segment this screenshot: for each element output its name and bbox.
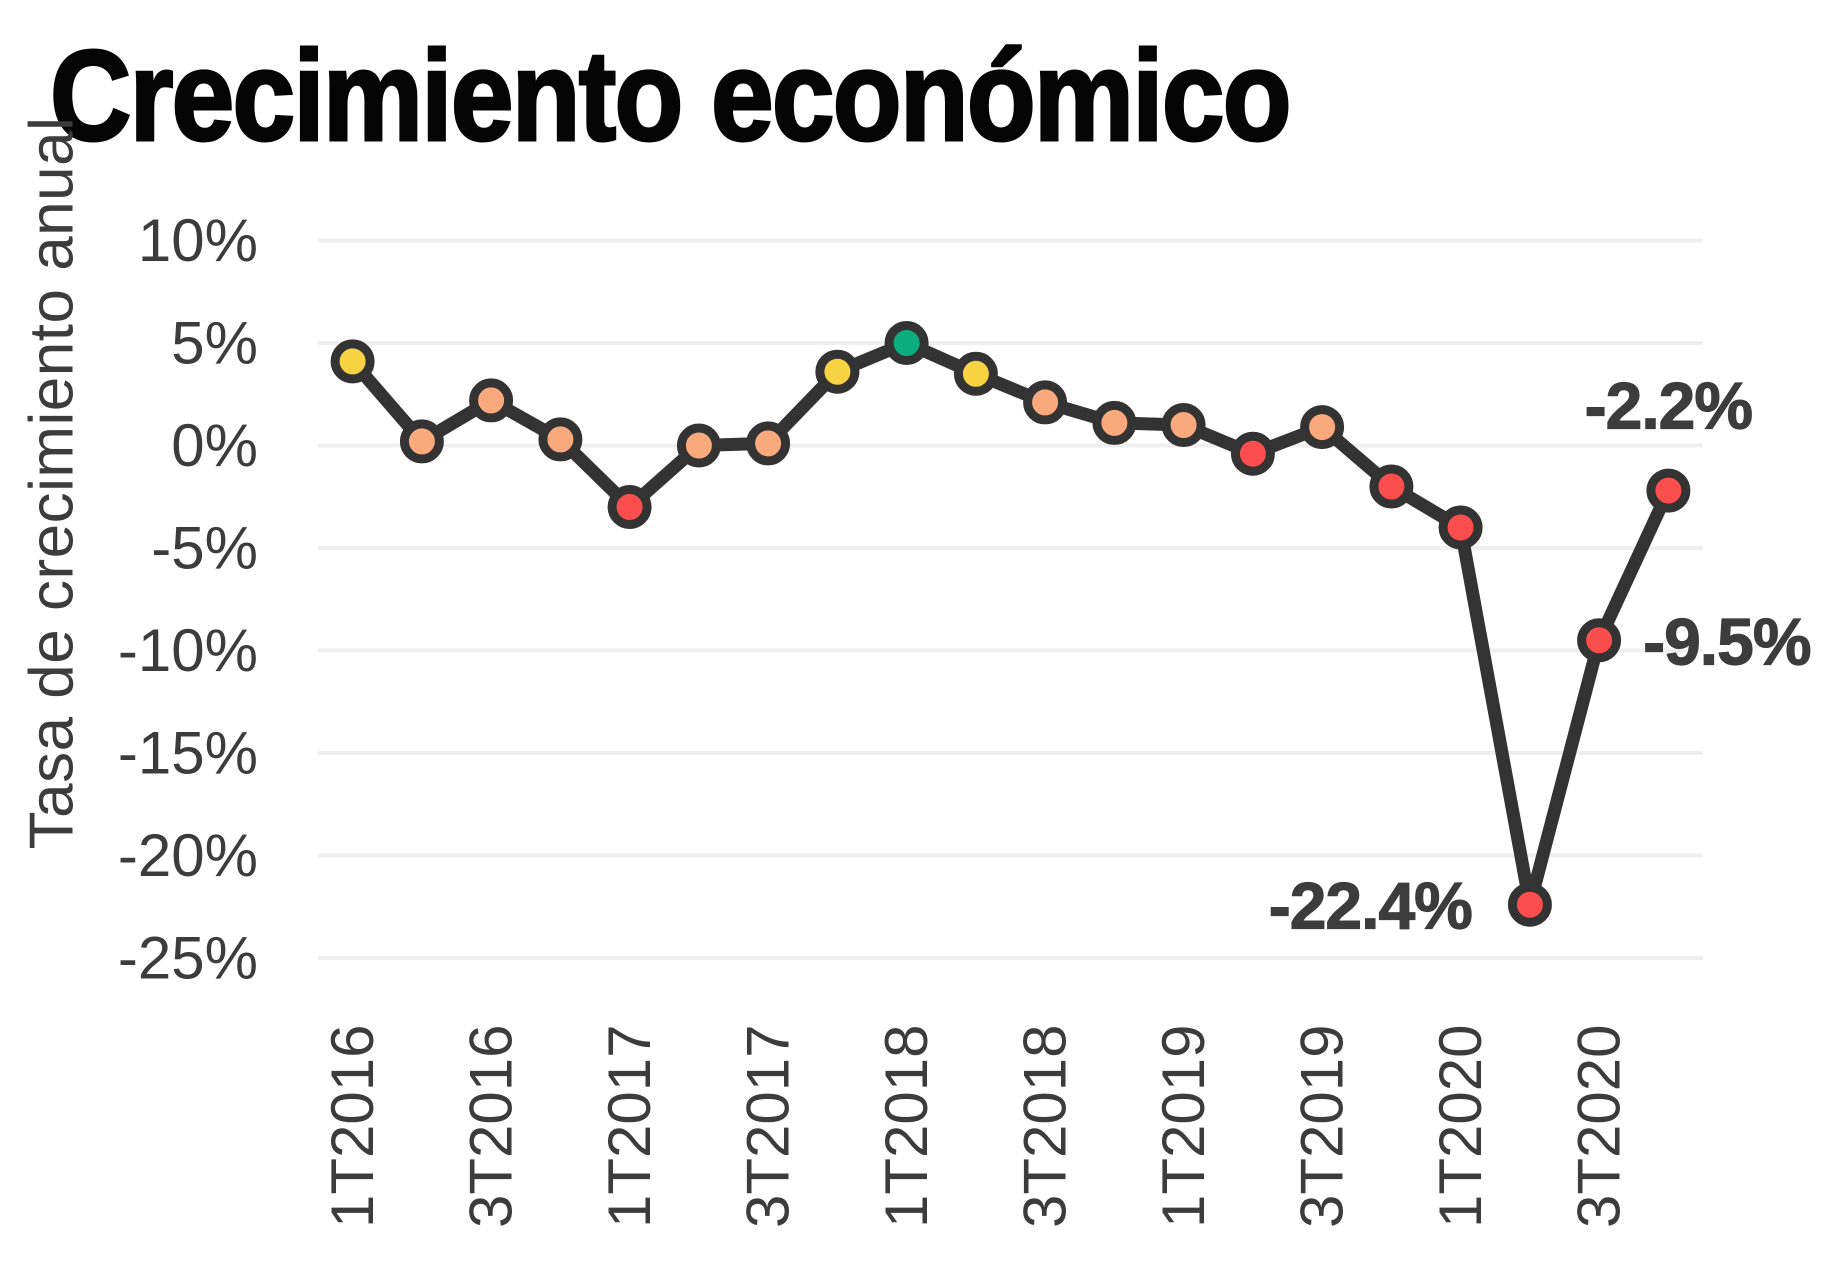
x-axis-tick-labels: 1T2016 3T2016 1T2017 3T2017 1T2018 3T2018 1T20… [319,1025,1633,1229]
data-point-marker [1230,431,1275,476]
y-tick-label: 5% [171,310,258,377]
annotation-label: -22.4% [1269,869,1472,943]
data-point-marker [330,339,375,384]
data-point-marker [469,378,514,423]
y-tick-label: -15% [118,720,258,787]
x-tick-label: 3T2020 [1566,1025,1633,1229]
data-point-marker [884,321,929,365]
y-tick-label: 0% [171,412,258,479]
x-tick-label: 1T2017 [596,1025,663,1229]
y-tick-label: -5% [151,515,258,582]
x-tick-label: 3T2019 [1289,1025,1356,1229]
y-axis-tick-labels: 10% 5% 0% -5% -10% -15% -20% -25% [118,207,258,992]
data-point-marker [1092,400,1137,445]
annotation-label: -9.5% [1643,604,1810,678]
y-tick-label: -20% [118,822,258,889]
x-tick-label: 1T2020 [1427,1025,1494,1229]
x-tick-label: 3T2016 [458,1025,525,1229]
data-point-marker [676,423,721,468]
x-tick-label: 1T2016 [319,1025,386,1229]
x-tick-label: 1T2019 [1150,1025,1217,1229]
data-point-marker [1507,882,1552,927]
y-tick-label: -25% [118,925,258,992]
data-point-marker [746,421,791,466]
annotation-label: -2.2% [1585,369,1752,443]
data-point-marker [1577,618,1622,663]
y-axis-title: Tasa de crecimiento anual [18,117,87,850]
x-tick-label: 3T2018 [1012,1025,1079,1229]
data-point-marker [1438,505,1483,550]
data-point-marker [815,349,860,394]
chart-title: Crecimiento económico [50,24,1290,167]
data-point-marker [538,417,583,462]
y-tick-label: 10% [138,207,258,274]
x-tick-label: 1T2018 [873,1025,940,1229]
grid-layer [318,238,1703,960]
data-point-marker [1369,464,1414,509]
data-point-marker [607,485,652,529]
data-point-marker [1646,468,1691,513]
data-point-marker [399,419,444,464]
data-point-marker [953,351,998,396]
data-series-layer [330,321,1691,927]
data-point-marker [1161,403,1206,447]
data-point-marker [1023,380,1068,425]
y-tick-label: -10% [118,617,258,684]
x-tick-label: 3T2017 [735,1025,802,1229]
data-point-marker [1300,405,1345,450]
annotation-layer: -22.4% -9.5% -2.2% [1268,368,1812,943]
